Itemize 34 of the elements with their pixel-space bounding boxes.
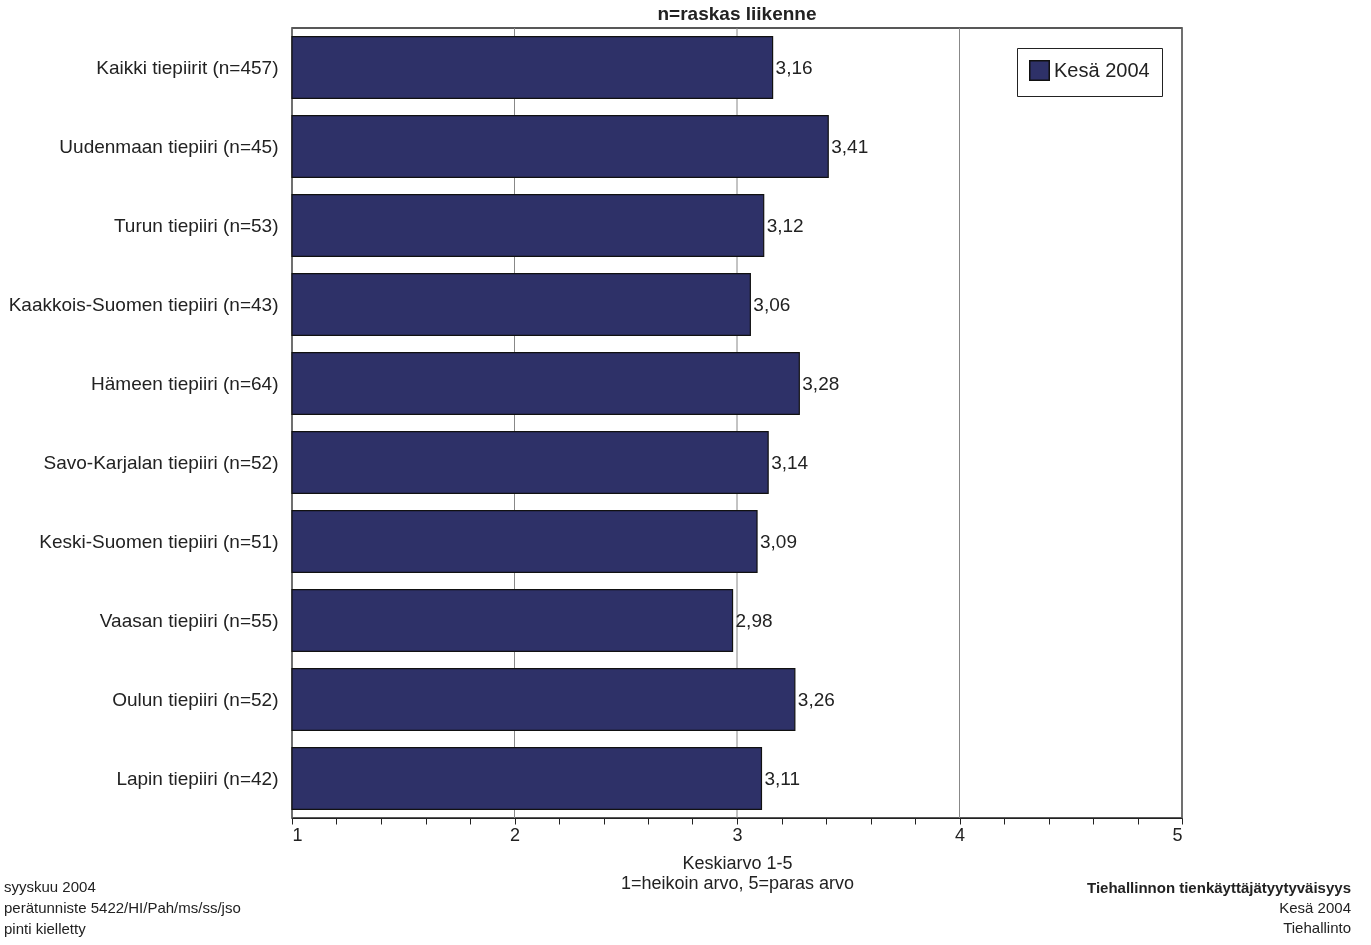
text: Kesä 2004	[1278, 898, 1351, 918]
data-label: 3,09	[760, 530, 798, 552]
data-label: 3,11	[764, 767, 801, 789]
y-tick-label: Lapin tiepiiri (n=42)	[116, 767, 279, 789]
data-label: 3,06	[753, 293, 791, 315]
x-tick-label: 3	[732, 824, 743, 845]
text: Tiehallinto	[1282, 918, 1351, 938]
data-label: 3,41	[831, 135, 869, 157]
y-tick-label: Kaikki tiepiirit (n=457)	[96, 56, 279, 78]
y-tick-label: Vaasan tiepiiri (n=55)	[99, 609, 279, 631]
data-label: 3,16	[775, 56, 813, 78]
x-tick-label: 4	[954, 824, 966, 845]
text: pinti kielletty	[4, 919, 87, 939]
x-axis-title: Keskiarvo 1-5 1=heikoin arvo, 5=paras arvo	[620, 852, 855, 893]
data-label: 2,98	[735, 609, 773, 631]
y-tick-label: Oulun tiepiiri (n=52)	[112, 688, 279, 710]
data-label: 3,12	[766, 214, 804, 236]
data-label: 3,14	[771, 451, 809, 473]
data-label: 3,26	[797, 688, 835, 710]
text: Tiehallinnon tienkäyttäjätyytyväisyys	[1086, 878, 1351, 898]
y-tick-label: Savo-Karjalan tiepiiri (n=52)	[43, 451, 279, 473]
text: perätunniste 5422/HI/Pah/ms/ss/jso	[4, 898, 241, 918]
text: syyskuu 2004	[4, 877, 97, 897]
y-tick-label: Turun tiepiiri (n=53)	[113, 214, 279, 236]
y-tick-label: Kaakkois-Suomen tiepiiri (n=43)	[8, 293, 279, 315]
x-tick-label: 2	[509, 824, 521, 845]
x-tick-label: 1	[292, 824, 303, 845]
data-label: 3,28	[802, 372, 840, 394]
y-tick-label: Keski-Suomen tiepiiri (n=51)	[39, 530, 279, 552]
legend-label: Kesä 2004	[1054, 58, 1150, 81]
chart-title: n=raskas liikenne	[657, 2, 817, 24]
x-tick-label: 5	[1172, 824, 1183, 845]
y-tick-label: Hämeen tiepiiri (n=64)	[91, 372, 279, 394]
y-tick-label: Uudenmaan tiepiiri (n=45)	[59, 135, 279, 157]
